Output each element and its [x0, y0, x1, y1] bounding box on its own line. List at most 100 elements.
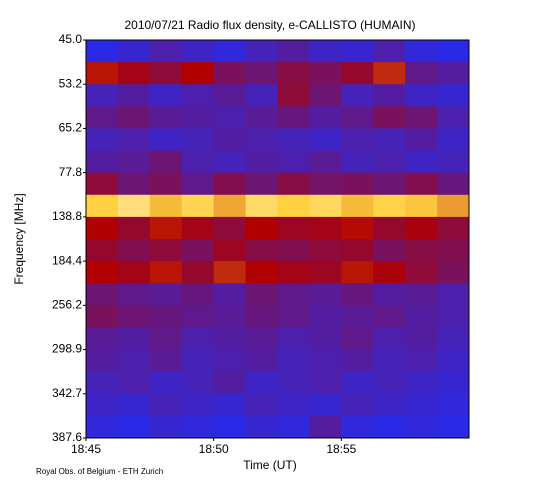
y-tick-label: 77.8 — [59, 165, 83, 179]
heatmap-cell — [373, 371, 406, 395]
heatmap-cell — [86, 84, 119, 107]
heatmap-cell — [181, 415, 215, 439]
x-axis-label: Time (UT) — [243, 458, 297, 472]
heatmap-cell — [341, 172, 374, 196]
heatmap-cell — [149, 84, 183, 107]
heatmap-cell — [117, 172, 151, 196]
heatmap-cell — [86, 349, 119, 373]
heatmap-cell — [213, 62, 247, 85]
heatmap-cell — [309, 40, 342, 63]
heatmap-cell — [149, 150, 183, 174]
heatmap-cell — [245, 327, 278, 351]
heatmap-cell — [437, 415, 470, 439]
heatmap-cell — [309, 84, 342, 107]
heatmap-cell — [309, 172, 342, 196]
heatmap-cell — [405, 239, 438, 262]
heatmap-cell — [245, 349, 278, 373]
heatmap-cell — [277, 106, 310, 129]
heatmap-cell — [213, 128, 247, 152]
heatmap-cell — [373, 40, 406, 63]
heatmap-cell — [309, 128, 342, 152]
heatmap-cell — [117, 128, 151, 152]
heatmap-cell — [181, 216, 215, 240]
heatmap-cell — [86, 62, 119, 85]
heatmap-cell — [373, 216, 406, 240]
y-tick-label: 45.0 — [59, 32, 83, 46]
heatmap-cell — [213, 371, 247, 395]
heatmap-cell — [213, 216, 247, 240]
heatmap-cell — [181, 128, 215, 152]
heatmap-cell — [181, 150, 215, 174]
heatmap-cell — [437, 194, 470, 218]
heatmap-cell — [437, 40, 470, 63]
heatmap-cell — [341, 239, 374, 262]
heatmap-cell — [86, 40, 119, 63]
heatmap-cell — [341, 40, 374, 63]
heatmap-cell — [245, 216, 278, 240]
heatmap-cell — [245, 150, 278, 174]
heatmap-cell — [405, 371, 438, 395]
heatmap-cell — [117, 327, 151, 351]
y-tick-label: 138.8 — [52, 209, 82, 223]
heatmap-cell — [373, 261, 406, 284]
heatmap-cell — [181, 261, 215, 284]
heatmap-cell — [277, 261, 310, 284]
heatmap-cell — [277, 305, 310, 328]
heatmap-cell — [405, 62, 438, 85]
heatmap-cell — [309, 393, 342, 417]
heatmap-cell — [341, 261, 374, 284]
heatmap-cell — [437, 349, 470, 373]
heatmap-cell — [341, 283, 374, 306]
heatmap-cell — [213, 349, 247, 373]
heatmap-cell — [405, 327, 438, 351]
heatmap-cell — [373, 128, 406, 152]
heatmap-cell — [117, 415, 151, 439]
heatmap-cell — [213, 172, 247, 196]
heatmap-cell — [309, 371, 342, 395]
heatmap-cell — [277, 40, 310, 63]
heatmap-cell — [373, 84, 406, 107]
y-tick-label: 53.2 — [59, 76, 83, 90]
heatmap-cell — [213, 40, 247, 63]
heatmap-cell — [86, 305, 119, 328]
y-tick-label: 65.2 — [59, 121, 83, 135]
heatmap-cell — [405, 415, 438, 439]
heatmap-cell — [86, 283, 119, 306]
heatmap-cell — [213, 84, 247, 107]
heatmap-cell — [437, 106, 470, 129]
heatmap-cell — [405, 150, 438, 174]
heatmap-cell — [117, 194, 151, 218]
heatmap-cell — [277, 216, 310, 240]
chart-title: 2010/07/21 Radio flux density, e-CALLIST… — [124, 18, 415, 32]
heatmap-cell — [117, 349, 151, 373]
heatmap-cell — [437, 216, 470, 240]
heatmap-cell — [309, 261, 342, 284]
heatmap-cell — [213, 194, 247, 218]
heatmap-cell — [309, 194, 342, 218]
heatmap-cell — [245, 194, 278, 218]
heatmap-cell — [405, 216, 438, 240]
heatmap-cell — [213, 106, 247, 129]
heatmap-cell — [373, 172, 406, 196]
heatmap-cell — [373, 283, 406, 306]
heatmap-cell — [117, 216, 151, 240]
y-tick-label: 342.7 — [52, 386, 82, 400]
heatmap-cell — [437, 305, 470, 328]
heatmap-cell — [245, 305, 278, 328]
heatmap-cell — [181, 327, 215, 351]
heatmap-cell — [341, 128, 374, 152]
heatmap-cell — [437, 128, 470, 152]
heatmap-cell — [309, 106, 342, 129]
heatmap-cell — [277, 128, 310, 152]
heatmap-cell — [245, 371, 278, 395]
heatmap-cell — [309, 349, 342, 373]
heatmap-cell — [86, 106, 119, 129]
heatmap-cell — [437, 172, 470, 196]
heatmap-cell — [149, 305, 183, 328]
heatmap-cell — [86, 216, 119, 240]
heatmap-cell — [373, 393, 406, 417]
heatmap-cell — [341, 305, 374, 328]
heatmap-cell — [245, 393, 278, 417]
heatmap-cell — [277, 415, 310, 439]
heatmap-cell — [181, 371, 215, 395]
